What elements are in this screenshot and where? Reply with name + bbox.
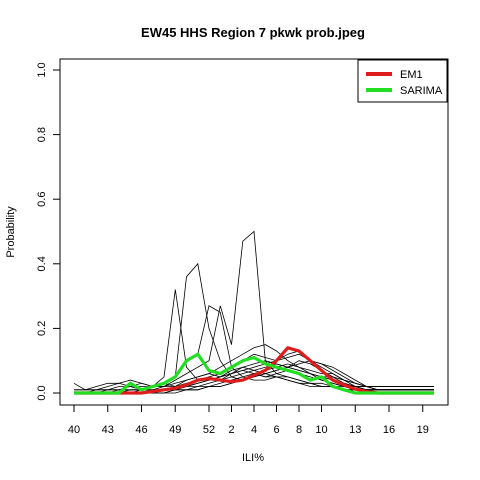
y-axis-label: Probability <box>5 206 17 258</box>
x-tick-label: 4 <box>251 424 257 436</box>
x-tick-label: 49 <box>169 424 181 436</box>
y-tick-label: 0.4 <box>36 256 48 271</box>
x-tick-label: 2 <box>228 424 234 436</box>
x-tick-label: 19 <box>417 424 429 436</box>
plot-layer <box>73 230 434 395</box>
x-axis-label: ILI% <box>242 452 264 464</box>
x-tick-label: 8 <box>296 424 302 436</box>
y-tick-label: 1.0 <box>36 62 48 77</box>
x-tick-label: 6 <box>273 424 279 436</box>
chart-title: EW45 HHS Region 7 pkwk prob.jpeg <box>141 25 365 40</box>
x-tick-label: 13 <box>349 424 361 436</box>
x-tick-label: 40 <box>68 424 80 436</box>
legend-box <box>357 59 448 103</box>
y-tick-label: 0.6 <box>36 192 48 207</box>
x-axis: 40 43 46 49 52 2 4 6 8 10 13 16 19 <box>68 404 429 436</box>
y-tick-label: 0.8 <box>36 127 48 142</box>
legend-label-em1: EM1 <box>400 69 423 81</box>
x-tick-label: 10 <box>315 424 327 436</box>
legend-label-sarima: SARIMA <box>400 85 443 97</box>
y-tick-label: 0.0 <box>36 385 48 400</box>
x-tick-label: 52 <box>203 424 215 436</box>
y-axis: 0.0 0.2 0.4 0.6 0.8 1.0 <box>36 62 61 401</box>
y-tick-label: 0.2 <box>36 321 48 336</box>
legend: EM1 SARIMA <box>357 59 448 103</box>
x-tick-label: 43 <box>102 424 114 436</box>
series-line-sarima <box>74 352 434 395</box>
x-tick-label: 46 <box>135 424 147 436</box>
x-tick-label: 16 <box>383 424 395 436</box>
